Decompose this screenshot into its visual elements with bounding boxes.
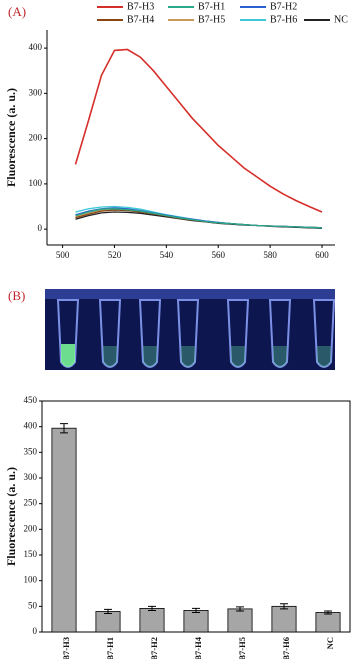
tube-liquid-faint [103, 346, 331, 367]
y-tick-label: 50 [28, 600, 38, 610]
x-tick-label: B7-H2 [149, 637, 159, 659]
series-line [75, 208, 323, 229]
x-tick-label: NC [325, 637, 335, 649]
plot-frame [41, 400, 351, 633]
y-tick-label: 300 [29, 87, 43, 97]
y-tick-label: 400 [29, 42, 43, 52]
bar [227, 608, 253, 633]
y-tick-label: 100 [29, 178, 43, 188]
legend-label: B7-H1 [198, 1, 225, 12]
legend-label: B7-H5 [198, 14, 225, 25]
y-tick-label: 150 [24, 549, 38, 559]
y-tick-label: 0 [33, 626, 38, 636]
error-bar [148, 605, 156, 611]
y-tick-label: 350 [24, 446, 38, 456]
y-tick-label: 400 [24, 421, 38, 431]
series-line [74, 48, 323, 213]
tube-liquid [61, 344, 75, 367]
x-tick-label: B7-H1 [105, 637, 115, 659]
error-bar [324, 610, 332, 615]
y-tick-label: 100 [24, 575, 38, 585]
x-tick-label: 500 [56, 250, 70, 260]
y-tick-label: 300 [24, 472, 38, 482]
x-tick-label: 540 [160, 250, 174, 260]
y-axis-label: Fluorescence (a. u.) [4, 467, 18, 566]
y-tick-label: 450 [24, 395, 38, 405]
error-bar [192, 607, 200, 613]
x-tick-label: 520 [108, 250, 122, 260]
bar [51, 427, 77, 633]
error-bar [60, 423, 68, 434]
x-tick-label: B7-H4 [193, 636, 203, 659]
bar [139, 607, 165, 633]
error-bar [104, 608, 112, 615]
bar [95, 611, 121, 633]
y-tick-label: 0 [38, 223, 43, 233]
bar [315, 612, 341, 633]
x-tick-label: 580 [263, 250, 277, 260]
error-bar [236, 606, 244, 612]
legend-label: B7-H3 [127, 1, 154, 12]
legend-label: B7-H4 [127, 14, 154, 25]
x-tick-label: B7-H6 [281, 637, 291, 659]
legend-label: B7-H6 [270, 14, 297, 25]
panel-label: (B) [8, 288, 25, 303]
x-tick-label: B7-H3 [61, 637, 71, 659]
bar [271, 605, 297, 633]
y-tick-label: 200 [24, 523, 38, 533]
bar [183, 610, 209, 633]
legend-label: NC [334, 14, 348, 25]
x-tick-label: 600 [315, 250, 329, 260]
y-tick-label: 200 [29, 133, 43, 143]
photo [45, 289, 336, 370]
y-tick-label: 250 [24, 498, 38, 508]
x-tick-label: B7-H5 [237, 637, 247, 659]
y-axis-label: Fluorescence (a. u.) [4, 88, 18, 187]
x-tick-label: 560 [211, 250, 225, 260]
panel-label: (A) [8, 4, 26, 19]
photo-rack [45, 289, 335, 299]
error-bar [280, 603, 288, 610]
legend-label: B7-H2 [270, 1, 297, 12]
